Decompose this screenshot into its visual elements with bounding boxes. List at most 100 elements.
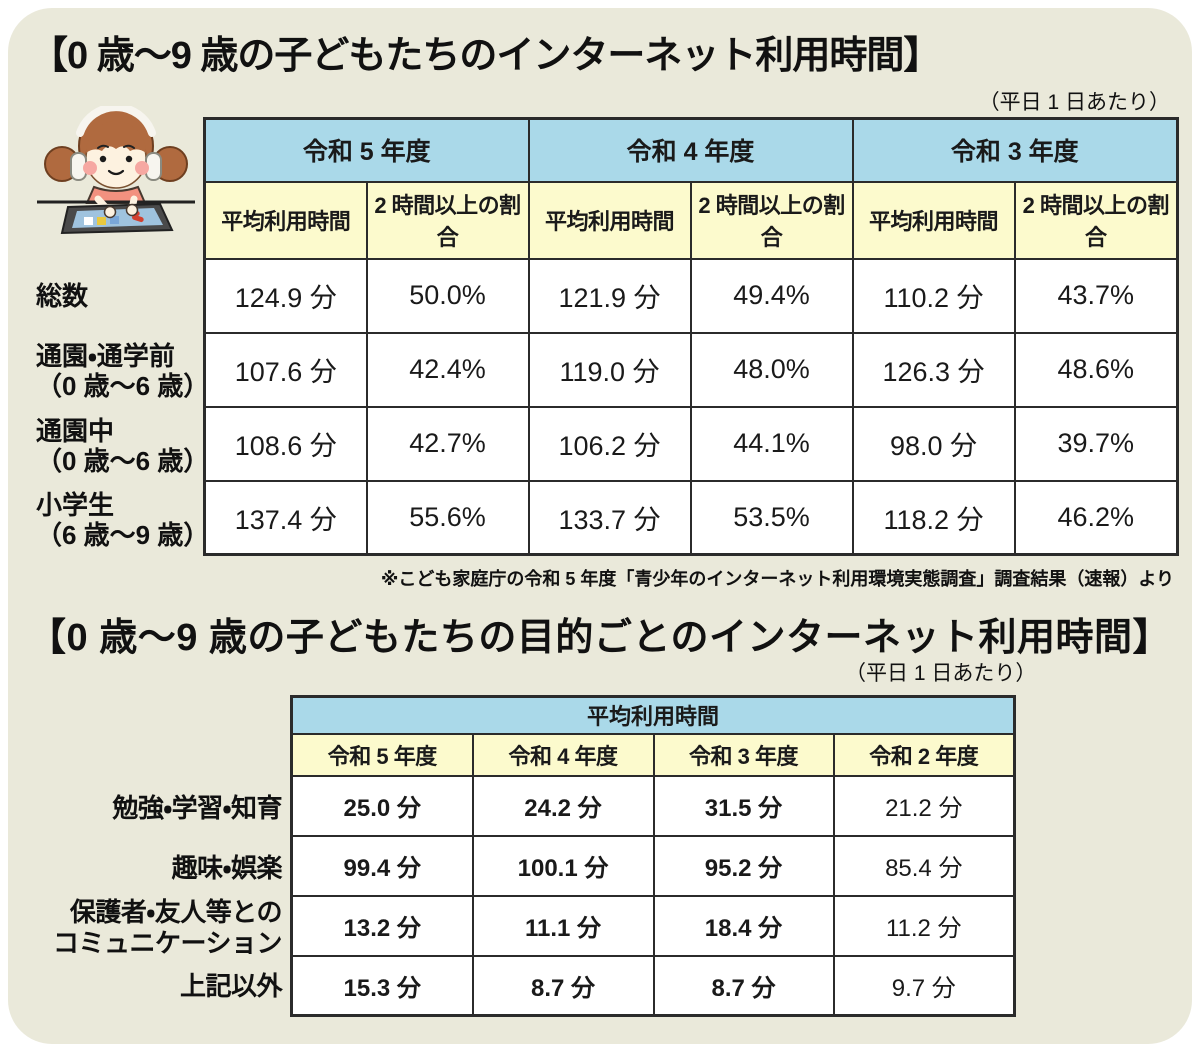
value-cell: 42.4%	[365, 331, 530, 408]
value-cell: 106.2 分	[527, 405, 692, 482]
table1-year-header-row: 令和 5 年度 令和 4 年度 令和 3 年度	[203, 117, 1179, 183]
year-header-cell: 令和 5 年度	[290, 732, 474, 777]
year-header-cell: 令和 2 年度	[832, 732, 1016, 777]
value-cell: 121.9 分	[527, 257, 692, 334]
value-cell: 53.5%	[689, 479, 854, 556]
table2-main-header-row: 平均利用時間	[290, 695, 1016, 735]
subheader-cell: 平均利用時間	[851, 180, 1016, 260]
row-label-line: 通園・通学前	[36, 341, 175, 371]
value-cell: 110.2 分	[851, 257, 1016, 334]
value-cell: 8.7 分	[652, 954, 835, 1017]
value-cell: 118.2 分	[851, 479, 1016, 556]
table1-row-label: 通園・通学前 （0 歳～6 歳）	[36, 341, 209, 401]
table1-data-row: 107.6 分 42.4% 119.0 分 48.0% 126.3 分 48.6…	[203, 331, 1179, 408]
app-icon-blue	[110, 216, 119, 224]
value-cell: 98.0 分	[851, 405, 1016, 482]
value-cell: 15.3 分	[290, 954, 474, 1017]
table2-row-label: 上記以外	[16, 971, 283, 1001]
value-cell: 39.7%	[1013, 405, 1179, 482]
cheek-right	[135, 161, 149, 175]
table1-data-row: 124.9 分 50.0% 121.9 分 49.4% 110.2 分 43.7…	[203, 257, 1179, 334]
value-cell: 18.4 分	[652, 894, 835, 957]
internet-usage-table: 令和 5 年度 令和 4 年度 令和 3 年度 平均利用時間 2 時間以上の割合…	[203, 117, 1180, 556]
subheader-cell: 平均利用時間	[203, 180, 368, 260]
table2-row-label: 保護者・友人等との コミュニケーション	[16, 897, 282, 959]
bangs	[86, 121, 146, 153]
table1-data-row: 108.6 分 42.7% 106.2 分 44.1% 98.0 分 39.7%	[203, 405, 1179, 482]
table2-data-row: 15.3 分 8.7 分 8.7 分 9.7 分	[290, 954, 1016, 1017]
hand-left	[103, 205, 117, 219]
value-cell: 107.6 分	[203, 331, 368, 408]
table1-row-label: 通園中 （0 歳～6 歳）	[36, 416, 209, 476]
section2-perday-note: （平日 1 日あたり）	[845, 662, 1037, 685]
value-cell: 99.4 分	[290, 834, 474, 897]
eye-left	[99, 155, 107, 163]
source-note: ※こども家庭庁の令和 5 年度「青少年のインターネット利用環境実態調査」調査結果…	[380, 569, 1174, 589]
table2-data-row: 25.0 分 24.2 分 31.5 分 21.2 分	[290, 774, 1016, 837]
swipe-mark-2	[132, 214, 144, 223]
table2-year-header-row: 令和 5 年度 令和 4 年度 令和 3 年度 令和 2 年度	[290, 732, 1016, 777]
row-label-line: 保護者・友人等との	[69, 897, 283, 927]
value-cell: 55.6%	[365, 479, 530, 556]
row-label-line: コミュニケーション	[53, 928, 282, 958]
value-cell: 133.7 分	[527, 479, 692, 556]
table1-subheader-row: 平均利用時間 2 時間以上の割合 平均利用時間 2 時間以上の割合 平均利用時間…	[203, 180, 1179, 260]
subheader-cell: 2 時間以上の割合	[689, 180, 854, 260]
value-cell: 13.2 分	[290, 894, 474, 957]
subheader-cell: 2 時間以上の割合	[365, 180, 530, 260]
row-label-line: 通園中	[36, 416, 115, 446]
value-cell: 9.7 分	[832, 954, 1016, 1017]
value-cell: 49.4%	[689, 257, 854, 334]
year-header-cell: 令和 3 年度	[652, 732, 835, 777]
subheader-cell: 2 時間以上の割合	[1013, 180, 1179, 260]
value-cell: 50.0%	[365, 257, 530, 334]
value-cell: 11.1 分	[471, 894, 655, 957]
eyebrow-right	[123, 144, 135, 149]
year-header-cell: 令和 4 年度	[527, 117, 854, 183]
table1-row-label: 総数	[36, 281, 88, 311]
value-cell: 42.7%	[365, 405, 530, 482]
value-cell: 25.0 分	[290, 774, 474, 837]
value-cell: 108.6 分	[203, 405, 368, 482]
table2-row-label: 勉強・学習・知育	[16, 793, 282, 823]
value-cell: 124.9 分	[203, 257, 368, 334]
section1-perday-note: （平日 1 日あたり）	[978, 91, 1170, 114]
row-label-line: 趣味・娯楽	[171, 853, 283, 883]
year-header-cell: 令和 4 年度	[471, 732, 655, 777]
value-cell: 8.7 分	[471, 954, 655, 1017]
row-label-line: 小学生	[36, 490, 115, 520]
value-cell: 44.1%	[689, 405, 854, 482]
eye-right	[125, 155, 133, 163]
eyebrow-left	[97, 144, 109, 149]
app-icon-yellow	[97, 217, 106, 225]
table2-data-row: 99.4 分 100.1 分 95.2 分 85.4 分	[290, 834, 1016, 897]
section1-title: 【0 歳～9 歳の子どもたちのインターネット利用時間】	[30, 35, 941, 77]
value-cell: 48.6%	[1013, 331, 1179, 408]
hand-right	[125, 203, 139, 217]
value-cell: 11.2 分	[832, 894, 1016, 957]
cheek-left	[83, 161, 97, 175]
purpose-usage-table: 平均利用時間 令和 5 年度 令和 4 年度 令和 3 年度 令和 2 年度 2…	[290, 695, 1017, 1017]
value-cell: 95.2 分	[652, 834, 835, 897]
value-cell: 24.2 分	[471, 774, 655, 837]
row-label-line: （0 歳～6 歳）	[36, 446, 210, 476]
value-cell: 85.4 分	[832, 834, 1016, 897]
main-header-cell: 平均利用時間	[290, 695, 1016, 735]
table2-data-row: 13.2 分 11.1 分 18.4 分 11.2 分	[290, 894, 1016, 957]
section2-title: 【0 歳～9 歳の子どもたちの目的ごとのインターネット利用時間】	[28, 617, 1172, 659]
table1-data-row: 137.4 分 55.6% 133.7 分 53.5% 118.2 分 46.2…	[203, 479, 1179, 556]
value-cell: 46.2%	[1013, 479, 1179, 556]
headphone-band	[76, 106, 156, 137]
row-label-line: 勉強・学習・知育	[112, 793, 282, 823]
mouth	[107, 169, 125, 176]
table1-row-label: 小学生 （6 歳～9 歳）	[36, 490, 209, 550]
value-cell: 31.5 分	[652, 774, 835, 837]
value-cell: 43.7%	[1013, 257, 1179, 334]
year-header-cell: 令和 3 年度	[851, 117, 1179, 183]
value-cell: 119.0 分	[527, 331, 692, 408]
value-cell: 48.0%	[689, 331, 854, 408]
value-cell: 137.4 分	[203, 479, 368, 556]
row-label-line: （6 歳～9 歳）	[36, 520, 210, 550]
row-label-line: 上記以外	[179, 971, 283, 1001]
